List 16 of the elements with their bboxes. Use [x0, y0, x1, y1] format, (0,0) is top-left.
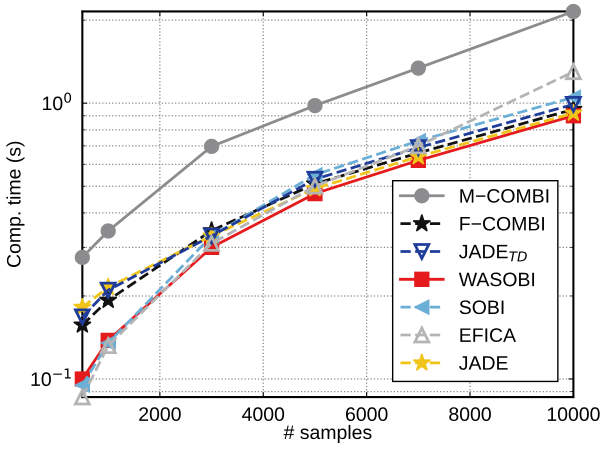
legend-label: M−COMBI [460, 189, 548, 203]
x-tick-label: 2000 [139, 407, 181, 422]
legend-label: F−COMBI [460, 216, 544, 231]
y-axis-title: Comp. time (s) [6, 142, 24, 268]
legend-label: JADE [459, 356, 508, 370]
x-tick-label: 8000 [449, 407, 491, 422]
x-axis-title: # samples [284, 424, 372, 444]
x-tick-label: 6000 [346, 407, 388, 422]
y-tick-label: 10$^{−1}$ [32, 368, 71, 386]
legend-label: EFICA [460, 328, 516, 342]
legend-label: WASOBI [458, 272, 534, 286]
x-tick-label: 10000 [548, 407, 600, 422]
y-tick-label: 10$^{0}$ [43, 92, 72, 110]
x-tick-label: 4000 [242, 407, 284, 422]
legend-label: JADE$_{TD}$ [459, 244, 527, 262]
legend-label: SOBI [460, 300, 504, 314]
